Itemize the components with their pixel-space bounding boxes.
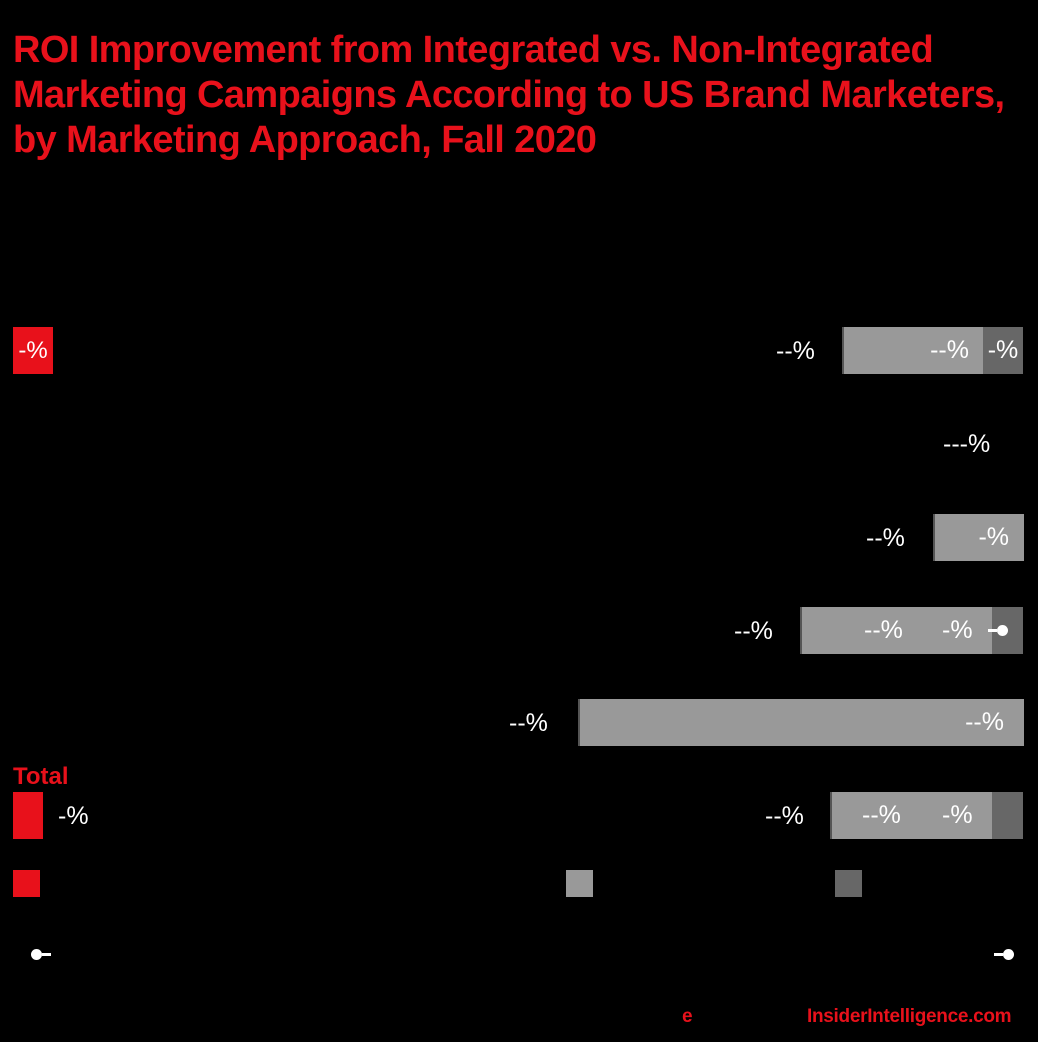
row-2-total-value: ---% xyxy=(943,430,991,458)
row-5-light-label: --% xyxy=(965,708,1004,736)
total-light-label-a: --% xyxy=(862,801,901,829)
row-3-total-value: --% xyxy=(866,524,905,552)
marker-dot xyxy=(997,625,1008,636)
row-4-light-label-b: -% xyxy=(942,616,973,644)
marker-dot xyxy=(31,949,42,960)
marker-dot xyxy=(1003,949,1014,960)
total-dark-segment xyxy=(992,792,1023,839)
row-1-dark-label: -% xyxy=(987,336,1019,364)
row-4-light-label-a: --% xyxy=(864,616,903,644)
marker-stem xyxy=(988,629,997,632)
total-red-bar xyxy=(13,792,43,839)
row-1-total-value: --% xyxy=(776,337,815,365)
row-3-light-label: -% xyxy=(978,523,1009,551)
row-1-light-segment: --% xyxy=(842,327,983,374)
row-1-light-label: --% xyxy=(930,336,969,364)
row-1-red-label: -% xyxy=(18,336,48,364)
marker-stem xyxy=(994,953,1003,956)
footer-brand-link[interactable]: InsiderIntelligence.com xyxy=(807,1006,1012,1027)
row-5-total-value: --% xyxy=(509,709,548,737)
row-3-light-segment: -% xyxy=(933,514,1024,561)
row-1-red-value: -% xyxy=(13,327,53,374)
legend-swatch-light-gray xyxy=(566,870,593,897)
total-light-label-b: -% xyxy=(942,801,973,829)
total-light-segment: --% -% xyxy=(830,792,992,839)
legend-dot-marker-right-icon xyxy=(994,949,1014,960)
row-5-light-segment: --% xyxy=(578,699,1024,746)
legend-swatch-dark-gray xyxy=(835,870,862,897)
row-4-total-value: --% xyxy=(734,617,773,645)
row-4-dot-marker-icon xyxy=(988,625,1008,636)
footer-logo-letter: e xyxy=(682,1006,693,1027)
total-total-value: --% xyxy=(765,802,804,830)
chart-title: ROI Improvement from Integrated vs. Non-… xyxy=(13,29,1005,161)
total-row-label: Total xyxy=(13,763,69,790)
legend-swatch-red xyxy=(13,870,40,897)
legend-dot-marker-left-icon xyxy=(31,949,51,960)
row-1-dark-segment: -% xyxy=(983,327,1023,374)
marker-stem xyxy=(42,953,51,956)
row-4-light-segment: --% -% xyxy=(800,607,992,654)
total-red-value: -% xyxy=(58,802,89,830)
